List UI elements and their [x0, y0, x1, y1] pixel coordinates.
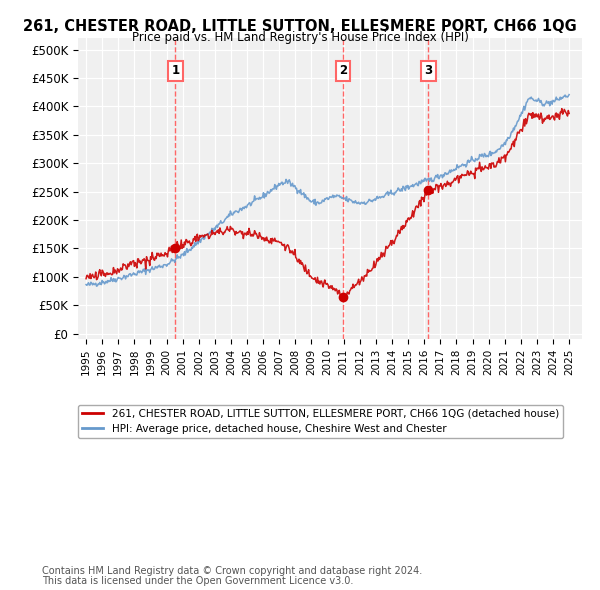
- Text: Price paid vs. HM Land Registry's House Price Index (HPI): Price paid vs. HM Land Registry's House …: [131, 31, 469, 44]
- Text: 261, CHESTER ROAD, LITTLE SUTTON, ELLESMERE PORT, CH66 1QG: 261, CHESTER ROAD, LITTLE SUTTON, ELLESM…: [23, 19, 577, 34]
- Text: 3: 3: [424, 64, 432, 77]
- Text: 1: 1: [171, 64, 179, 77]
- Text: Contains HM Land Registry data © Crown copyright and database right 2024.: Contains HM Land Registry data © Crown c…: [42, 566, 422, 576]
- Legend: 261, CHESTER ROAD, LITTLE SUTTON, ELLESMERE PORT, CH66 1QG (detached house), HPI: 261, CHESTER ROAD, LITTLE SUTTON, ELLESM…: [78, 405, 563, 438]
- Text: 2: 2: [339, 64, 347, 77]
- Text: This data is licensed under the Open Government Licence v3.0.: This data is licensed under the Open Gov…: [42, 576, 353, 586]
